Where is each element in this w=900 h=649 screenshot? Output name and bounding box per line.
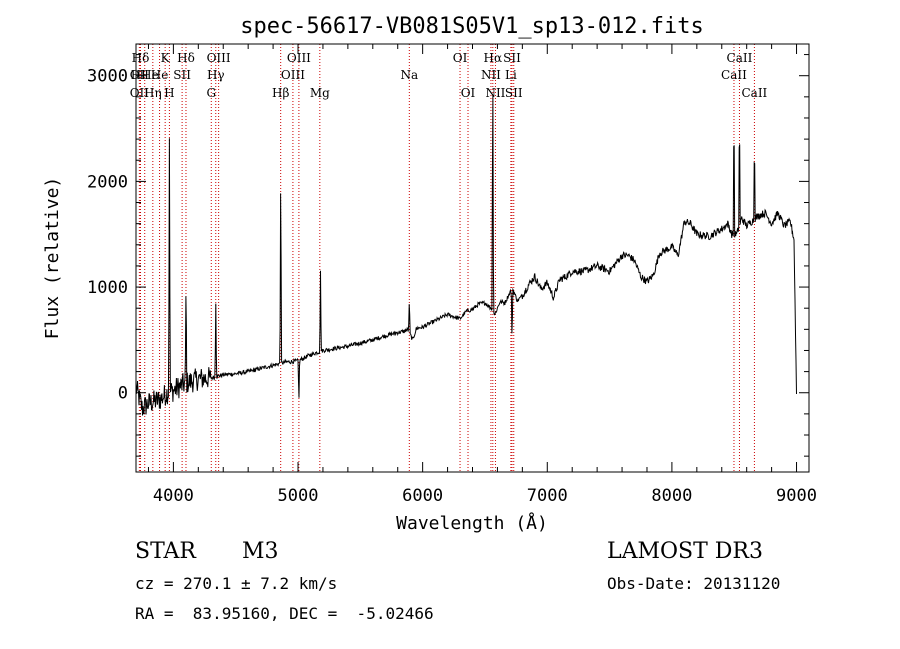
line-label: K xyxy=(161,51,171,65)
y-axis: 0 1000 2000 3000 xyxy=(87,54,809,457)
survey-name: LAMOST DR3 xyxy=(607,539,763,564)
x-tick-label: 5000 xyxy=(278,486,319,506)
object-class: STAR xyxy=(135,539,196,564)
line-label: He xyxy=(151,68,169,82)
y-tick-label: 3000 xyxy=(87,67,128,87)
line-label: Hδ xyxy=(132,51,150,65)
line-label: OIII xyxy=(287,51,311,65)
spectral-line-markers xyxy=(138,44,755,472)
x-tick-label: 7000 xyxy=(527,486,568,506)
line-label: HHe xyxy=(131,68,159,82)
line-label: Hδ xyxy=(177,51,195,65)
line-label: SII xyxy=(503,51,521,65)
line-label: Na xyxy=(400,68,418,82)
line-label: OIII xyxy=(281,68,305,82)
x-tick-label: 8000 xyxy=(651,486,692,506)
line-label: CaII xyxy=(741,86,767,100)
line-label: OII xyxy=(130,86,150,100)
line-label: G xyxy=(206,86,216,100)
plot-frame xyxy=(135,43,810,473)
x-axis-label: Wavelength (Å) xyxy=(396,512,548,534)
line-label: Hβ xyxy=(272,86,289,100)
line-label: CaII xyxy=(721,68,747,82)
y-tick-label: 2000 xyxy=(87,172,128,192)
y-tick-label: 1000 xyxy=(87,278,128,298)
redshift-value: cz = 270.1 ± 7.2 km/s xyxy=(135,574,338,593)
line-label: OIII xyxy=(207,51,231,65)
coordinates: RA = 83.95160, DEC = -5.02466 xyxy=(135,604,434,623)
line-label: OII xyxy=(130,68,150,82)
line-label: SII xyxy=(173,68,191,82)
line-label: NII xyxy=(485,86,505,100)
x-axis: 4000 5000 6000 7000 8000 9000 xyxy=(147,44,817,506)
x-tick-label: 6000 xyxy=(402,486,443,506)
line-label: Hα xyxy=(484,51,503,65)
chart-title: spec-56617-VB081S05V1_sp13-012.fits xyxy=(240,14,704,39)
y-axis-label: Flux (relative) xyxy=(42,177,63,340)
spectrum-trace xyxy=(135,95,797,416)
observation-date: Obs-Date: 20131120 xyxy=(607,574,781,593)
line-label: SII xyxy=(505,86,523,100)
line-label: CaII xyxy=(727,51,753,65)
y-tick-label: 0 xyxy=(118,384,128,404)
line-label: Li xyxy=(505,68,517,82)
line-label: Hη xyxy=(144,86,162,100)
x-tick-label: 9000 xyxy=(776,486,817,506)
line-label: OI xyxy=(453,51,468,65)
line-label: Mg xyxy=(310,86,330,100)
x-tick-label: 4000 xyxy=(153,486,194,506)
line-label: H xyxy=(164,86,174,100)
object-subclass: M3 xyxy=(242,539,279,564)
line-label: NII xyxy=(481,68,501,82)
line-label: OI xyxy=(461,86,476,100)
line-label: Hγ xyxy=(207,68,225,82)
